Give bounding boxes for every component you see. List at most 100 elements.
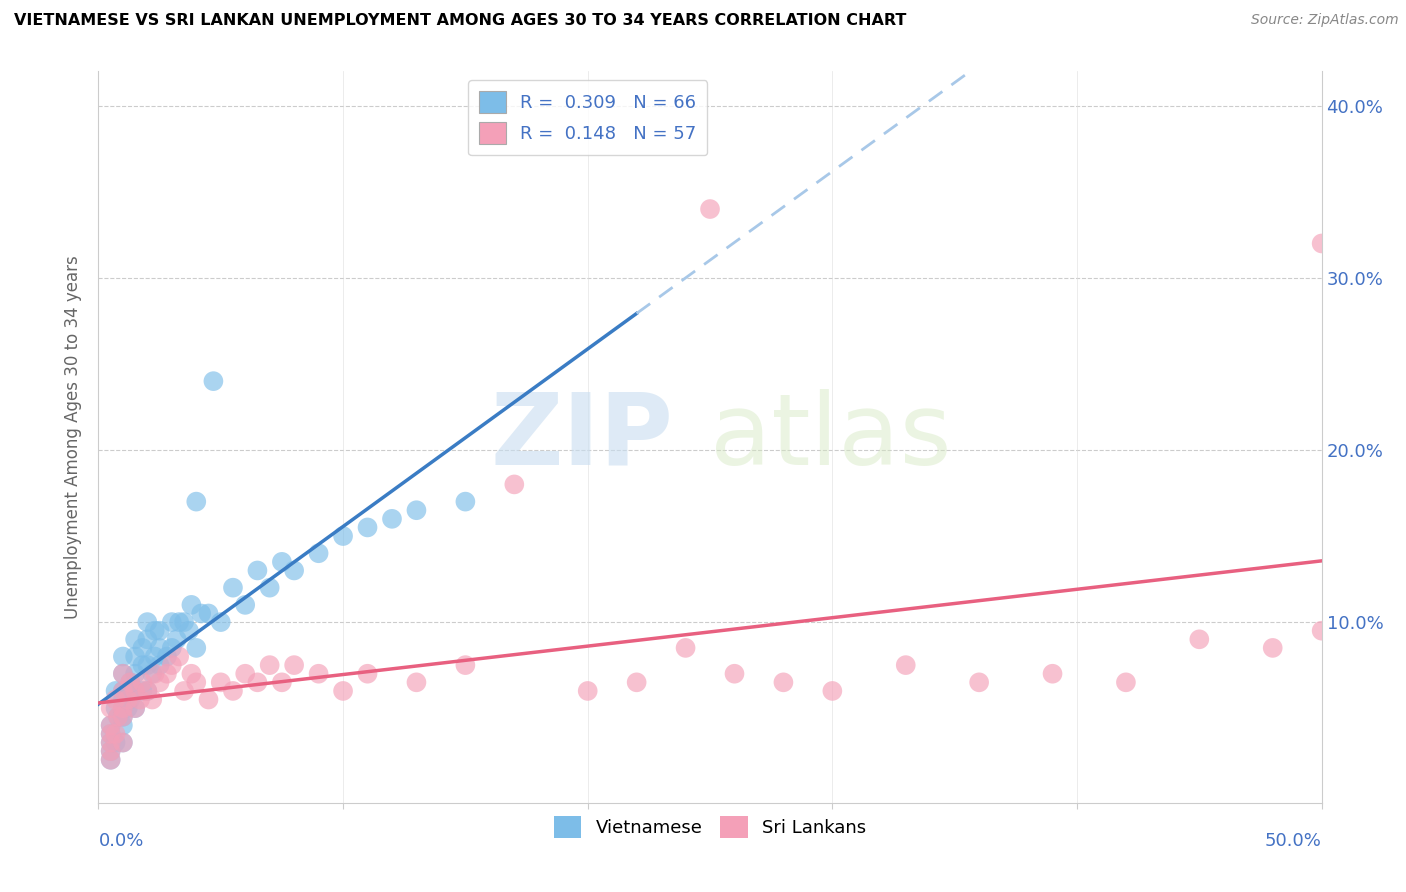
Point: [197, 692, 219, 706]
Point: [222, 581, 245, 595]
Point: [332, 684, 354, 698]
Point: [332, 529, 354, 543]
Point: [149, 675, 172, 690]
Point: [141, 692, 163, 706]
Point: [202, 374, 225, 388]
Point: [259, 658, 281, 673]
Point: [131, 640, 153, 655]
Point: [209, 615, 232, 629]
Point: [259, 581, 281, 595]
Point: [626, 675, 648, 690]
Point: [894, 658, 917, 673]
Point: [100, 727, 122, 741]
Point: [190, 607, 212, 621]
Point: [283, 658, 305, 673]
Point: [576, 684, 599, 698]
Point: [100, 718, 122, 732]
Point: [173, 615, 195, 629]
Point: [100, 701, 122, 715]
Point: [186, 494, 208, 508]
Point: [136, 684, 159, 698]
Point: [111, 684, 134, 698]
Point: [173, 684, 195, 698]
Point: [167, 649, 190, 664]
Point: [160, 615, 183, 629]
Point: [356, 520, 378, 534]
Point: [120, 692, 142, 706]
Point: [131, 684, 153, 698]
Point: [222, 684, 245, 698]
Point: [186, 675, 208, 690]
Point: [177, 624, 200, 638]
Point: [699, 202, 721, 216]
Point: [270, 675, 294, 690]
Point: [283, 564, 305, 578]
Point: [675, 640, 697, 655]
Point: [772, 675, 794, 690]
Text: 50.0%: 50.0%: [1265, 832, 1322, 850]
Point: [107, 710, 129, 724]
Point: [233, 598, 256, 612]
Point: [143, 666, 166, 681]
Point: [160, 640, 183, 655]
Point: [180, 598, 202, 612]
Point: [723, 666, 745, 681]
Point: [308, 546, 330, 560]
Point: [104, 692, 127, 706]
Point: [381, 512, 404, 526]
Point: [209, 675, 232, 690]
Point: [111, 692, 134, 706]
Point: [1310, 236, 1333, 251]
Point: [129, 692, 152, 706]
Point: [111, 735, 134, 749]
Point: [454, 494, 477, 508]
Point: [967, 675, 990, 690]
Y-axis label: Unemployment Among Ages 30 to 34 years: Unemployment Among Ages 30 to 34 years: [65, 255, 83, 619]
Point: [136, 615, 159, 629]
Point: [246, 564, 269, 578]
Point: [104, 701, 127, 715]
Point: [117, 684, 139, 698]
Point: [111, 666, 134, 681]
Point: [246, 675, 269, 690]
Point: [233, 666, 256, 681]
Point: [124, 666, 146, 681]
Text: 0.0%: 0.0%: [98, 832, 143, 850]
Point: [503, 477, 526, 491]
Point: [143, 624, 166, 638]
Point: [149, 640, 172, 655]
Point: [124, 701, 146, 715]
Point: [100, 753, 122, 767]
Point: [131, 658, 153, 673]
Point: [111, 666, 134, 681]
Point: [124, 701, 146, 715]
Point: [124, 684, 146, 698]
Point: [1261, 640, 1284, 655]
Point: [111, 684, 134, 698]
Point: [141, 666, 163, 681]
Point: [1115, 675, 1137, 690]
Point: [136, 684, 159, 698]
Point: [100, 753, 122, 767]
Point: [1310, 624, 1333, 638]
Point: [136, 658, 159, 673]
Point: [117, 692, 139, 706]
Point: [270, 555, 294, 569]
Point: [111, 718, 134, 732]
Point: [100, 744, 122, 758]
Point: [111, 701, 134, 715]
Point: [104, 684, 127, 698]
Point: [100, 735, 122, 749]
Point: [111, 735, 134, 749]
Point: [104, 735, 127, 749]
Point: [308, 666, 330, 681]
Point: [149, 624, 172, 638]
Text: VIETNAMESE VS SRI LANKAN UNEMPLOYMENT AMONG AGES 30 TO 34 YEARS CORRELATION CHAR: VIETNAMESE VS SRI LANKAN UNEMPLOYMENT AM…: [14, 13, 907, 29]
Point: [186, 640, 208, 655]
Point: [120, 675, 142, 690]
Point: [104, 727, 127, 741]
Point: [111, 710, 134, 724]
Point: [131, 675, 153, 690]
Point: [166, 632, 188, 647]
Legend: Vietnamese, Sri Lankans: Vietnamese, Sri Lankans: [547, 808, 873, 845]
